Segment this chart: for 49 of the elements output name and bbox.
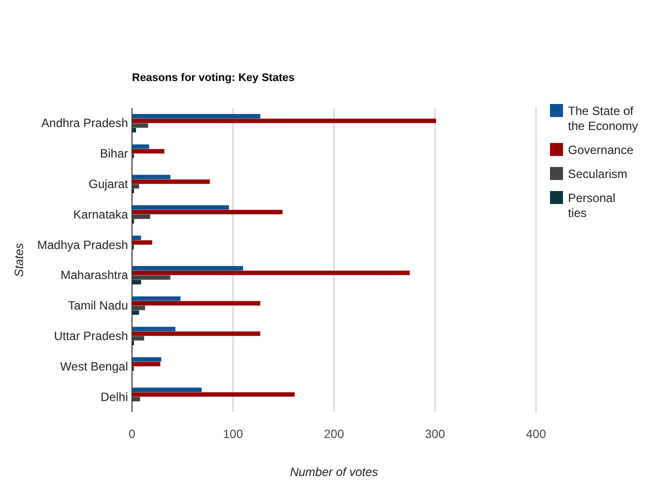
bar [132,275,170,280]
bar [132,174,170,180]
y-tick-label: Andhra Pradesh [41,116,128,130]
bar [132,296,180,301]
bar [132,118,436,124]
y-tick-label: Madhya Pradesh [37,238,128,252]
y-axis-title: States [12,242,26,278]
legend-label: Secularism [568,167,628,181]
y-tick-label: Bihar [100,146,128,161]
y-tick-label: West Bengal [60,359,128,374]
legend-label: Governance [568,143,634,157]
bar [132,331,260,336]
y-tick-label: Tamil Nadu [68,298,128,313]
bar [132,388,202,392]
x-tick-label: 100 [222,427,244,441]
x-tick-label: 0 [128,427,136,441]
bar [132,306,146,310]
bar [132,280,142,284]
bar [132,149,164,154]
y-tick-label: Maharashtra [60,268,128,282]
bar [132,179,210,184]
legend-label: Personal ties [568,191,616,220]
x-tick-label: 400 [526,427,546,441]
bar [132,396,140,402]
bar [132,184,140,189]
y-tick-label: Delhi [100,390,128,404]
bar [132,210,282,214]
bar [132,336,144,341]
bar [132,392,295,397]
x-tick-label: 300 [424,427,446,441]
bar [132,144,150,149]
bar [132,266,244,270]
y-tick-label: Uttar Pradesh [54,329,128,343]
y-tick-label: Gujarat [88,177,129,191]
bar [132,270,410,276]
bar [132,326,176,332]
bar [132,301,260,306]
chart-title: Reasons for voting: Key States [132,72,295,84]
bar [132,357,162,362]
legend-label: The State of the Economy [568,104,638,133]
x-tick-label: 200 [324,427,344,441]
x-axis-title: Number of votes [290,465,378,479]
bar [132,114,260,118]
bar [132,310,140,315]
bar [132,214,150,219]
y-tick-label: Karnataka [73,207,128,222]
bar [132,236,142,240]
bar [132,362,160,366]
bar [132,205,229,210]
